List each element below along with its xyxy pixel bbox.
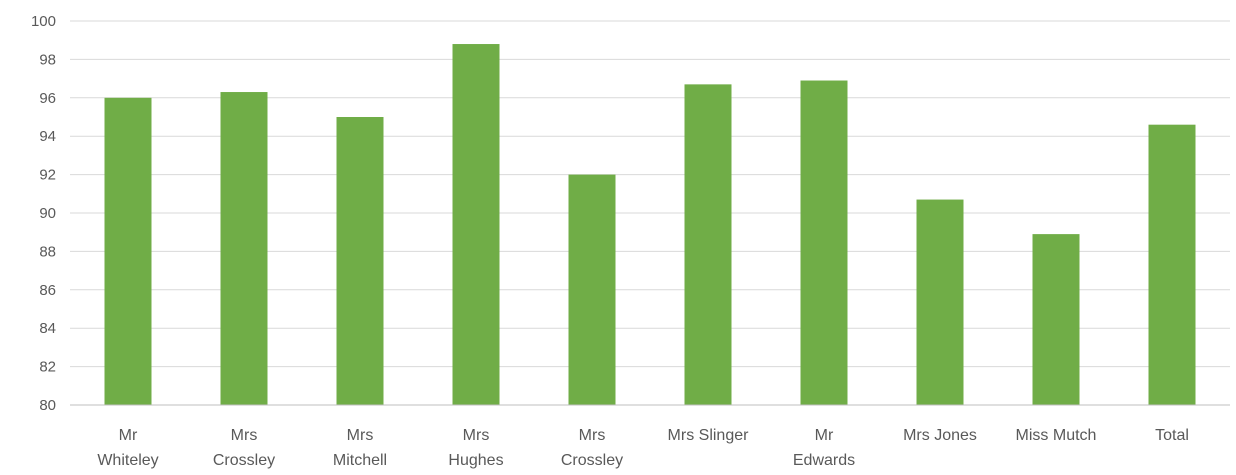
x-tick-label: Whiteley	[97, 452, 158, 469]
x-tick-label: Edwards	[793, 452, 855, 469]
bar	[220, 92, 268, 405]
y-tick-labels: 80 82 84 86 88 90 92 94 96 98 100	[31, 13, 56, 414]
x-tick-label: Crossley	[561, 452, 623, 469]
x-tick-label: Mrs Jones	[903, 427, 977, 444]
bar	[1148, 124, 1196, 406]
x-tick-label: Mrs	[347, 427, 374, 444]
x-tick-label: Mr	[815, 427, 834, 444]
y-tick-label: 100	[31, 13, 56, 30]
bar	[684, 84, 732, 406]
y-tick-label: 82	[39, 359, 56, 376]
y-tick-label: 90	[39, 205, 56, 222]
bar	[336, 117, 384, 405]
bars	[104, 44, 1196, 406]
y-tick-label: 94	[39, 128, 56, 145]
bar	[1032, 234, 1080, 405]
x-tick-label: Crossley	[213, 452, 275, 469]
x-tick-labels: Mr Whiteley Mrs Crossley Mrs Mitchell Mrs Hughe…	[97, 427, 1189, 469]
x-tick-label: Total	[1155, 427, 1189, 444]
bar	[800, 80, 848, 406]
x-tick-label: Miss Mutch	[1016, 427, 1097, 444]
y-tick-label: 92	[39, 167, 56, 184]
x-tick-label: Mrs	[579, 427, 606, 444]
x-tick-label: Mr	[119, 427, 138, 444]
y-tick-label: 86	[39, 282, 56, 299]
y-tick-label: 96	[39, 90, 56, 107]
bar	[916, 199, 964, 405]
bar	[452, 44, 500, 405]
x-tick-label: Hughes	[448, 452, 503, 469]
bar	[568, 174, 616, 405]
x-tick-label: Mrs	[463, 427, 490, 444]
bar	[104, 97, 152, 406]
x-tick-label: Mrs	[231, 427, 258, 444]
y-tick-label: 80	[39, 397, 56, 414]
x-tick-label: Mitchell	[333, 452, 387, 469]
x-tick-label: Mrs Slinger	[668, 427, 750, 444]
y-tick-label: 88	[39, 243, 56, 260]
y-tick-label: 98	[39, 51, 56, 68]
y-tick-label: 84	[39, 320, 56, 337]
